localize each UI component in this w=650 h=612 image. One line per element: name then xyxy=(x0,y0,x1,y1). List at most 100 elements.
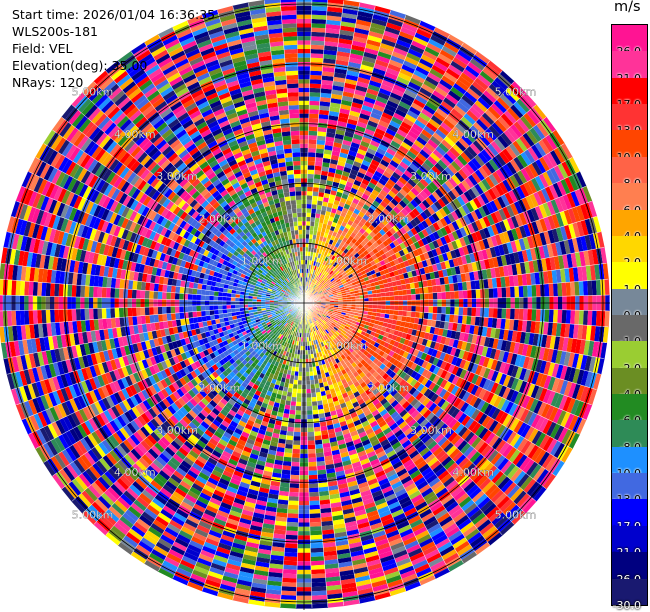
velocity-gate xyxy=(436,285,441,293)
velocity-gate xyxy=(308,135,317,140)
velocity-gate xyxy=(523,285,528,297)
velocity-gate xyxy=(306,385,311,390)
velocity-gate xyxy=(310,513,321,518)
velocity-gate xyxy=(587,280,592,295)
velocity-gate xyxy=(411,311,416,317)
velocity-gate xyxy=(295,415,301,420)
velocity-gate xyxy=(309,101,320,106)
velocity-gate xyxy=(310,217,315,222)
velocity-gate xyxy=(309,105,319,110)
velocity-gate xyxy=(307,187,313,192)
velocity-gate xyxy=(583,281,588,296)
velocity-gate xyxy=(293,445,301,450)
velocity-gate xyxy=(308,139,317,144)
velocity-gate xyxy=(583,310,588,325)
velocity-gate xyxy=(309,475,318,480)
velocity-gate xyxy=(306,234,310,239)
velocity-gate xyxy=(570,310,575,324)
velocity-gate xyxy=(436,314,441,322)
velocity-gate xyxy=(449,315,454,323)
velocity-gate xyxy=(506,287,511,298)
velocity-gate xyxy=(311,204,317,209)
velocity-gate xyxy=(368,305,373,309)
velocity-gate xyxy=(309,483,319,488)
velocity-gate xyxy=(429,306,434,313)
velocity-gate xyxy=(315,440,323,445)
velocity-gate xyxy=(309,127,318,132)
velocity-gate xyxy=(316,153,324,158)
velocity-gate xyxy=(311,49,324,54)
velocity-gate xyxy=(310,88,321,93)
velocity-gate xyxy=(476,308,481,317)
velocity-gate xyxy=(549,283,554,296)
velocity-gate xyxy=(311,32,325,37)
velocity-gate xyxy=(410,317,415,323)
velocity-gate xyxy=(437,292,442,299)
velocity-gate xyxy=(311,586,326,591)
velocity-gate xyxy=(466,316,471,325)
velocity-gate xyxy=(311,28,326,33)
velocity-gate xyxy=(313,187,319,192)
velocity-gate xyxy=(446,292,451,300)
velocity-gate xyxy=(285,400,291,405)
velocity-gate xyxy=(480,308,485,318)
velocity-gate xyxy=(311,397,317,402)
velocity-gate xyxy=(467,290,472,299)
velocity-gate xyxy=(317,201,323,206)
velocity-gate xyxy=(424,287,429,294)
velocity-gate xyxy=(284,556,298,561)
velocity-gate xyxy=(307,195,313,200)
velocity-gate xyxy=(290,406,296,411)
velocity-gate xyxy=(429,293,434,300)
velocity-gate xyxy=(313,414,319,419)
velocity-gate xyxy=(307,428,314,433)
velocity-gate xyxy=(306,393,311,398)
velocity-gate xyxy=(306,376,310,381)
velocity-gate xyxy=(459,291,464,299)
velocity-gate xyxy=(450,291,455,299)
velocity-gate xyxy=(605,311,610,327)
velocity-gate xyxy=(314,170,321,175)
velocity-gate xyxy=(389,291,394,296)
velocity-gate xyxy=(286,526,298,531)
velocity-gate xyxy=(284,552,297,557)
velocity-gate xyxy=(445,284,450,292)
velocity-gate xyxy=(314,427,321,432)
velocity-gate xyxy=(410,283,415,289)
velocity-gate xyxy=(445,314,450,322)
velocity-gate xyxy=(463,307,468,316)
velocity-gate xyxy=(314,431,321,436)
velocity-gate xyxy=(318,409,324,414)
velocity-gate xyxy=(514,309,519,320)
velocity-gate xyxy=(310,84,322,89)
velocity-gate xyxy=(298,376,302,381)
velocity-gate xyxy=(307,406,313,411)
velocity-gate xyxy=(536,284,541,297)
velocity-gate xyxy=(308,152,316,157)
velocity-gate xyxy=(295,410,301,415)
velocity-gate xyxy=(308,440,316,445)
velocity-gate xyxy=(282,582,297,587)
velocity-gate xyxy=(284,452,292,457)
velocity-gate xyxy=(446,307,451,315)
velocity-gate xyxy=(596,311,601,327)
velocity-gate xyxy=(532,285,537,297)
velocity-gate xyxy=(527,309,532,321)
velocity-gate xyxy=(433,293,438,300)
velocity-gate xyxy=(317,400,323,405)
velocity-gate xyxy=(385,309,390,314)
velocity-gate xyxy=(291,401,297,406)
velocity-gate xyxy=(306,372,310,377)
velocity-gate xyxy=(480,289,485,299)
velocity-gate xyxy=(463,290,468,299)
velocity-gate xyxy=(316,452,324,457)
velocity-gate xyxy=(310,58,323,63)
velocity-gate xyxy=(309,479,319,484)
velocity-gate xyxy=(310,71,322,76)
velocity-gate xyxy=(309,505,320,510)
velocity-gate xyxy=(306,230,310,235)
velocity-gate xyxy=(466,281,471,290)
velocity-gate xyxy=(286,531,298,536)
velocity-gate xyxy=(310,75,322,80)
velocity-gate xyxy=(398,310,403,316)
